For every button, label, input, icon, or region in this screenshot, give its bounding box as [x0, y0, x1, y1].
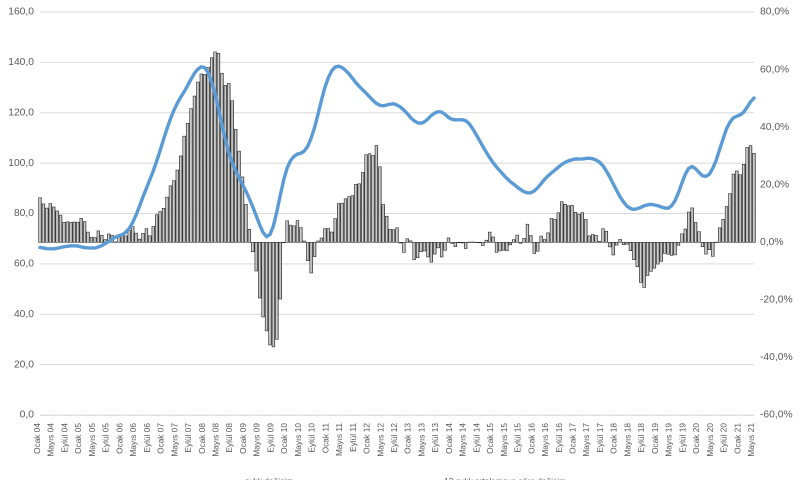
svg-text:Ocak 18: Ocak 18: [609, 423, 619, 454]
svg-text:Mayıs 10: Mayıs 10: [293, 423, 303, 457]
svg-text:Eylül 13: Eylül 13: [430, 423, 440, 453]
svg-text:Ocak 14: Ocak 14: [444, 423, 454, 454]
svg-text:Mayıs 19: Mayıs 19: [664, 423, 674, 457]
svg-text:80,0%: 80,0%: [760, 7, 789, 18]
svg-text:-40,0%: -40,0%: [760, 352, 793, 363]
svg-text:Ocak 04: Ocak 04: [32, 423, 42, 454]
svg-text:Mayıs 16: Mayıs 16: [540, 423, 550, 457]
svg-text:60,0%: 60,0%: [760, 64, 789, 75]
svg-text:Mayıs 11: Mayıs 11: [334, 423, 344, 456]
svg-text:Mayıs 21: Mayıs 21: [746, 423, 756, 457]
svg-text:Mayıs 05: Mayıs 05: [87, 423, 97, 457]
svg-text:-60,0%: -60,0%: [760, 410, 793, 421]
svg-text:Ocak 05: Ocak 05: [73, 423, 83, 454]
svg-text:Ocak 10: Ocak 10: [279, 423, 289, 454]
svg-text:Mayıs 20: Mayıs 20: [705, 423, 715, 457]
svg-text:Eylül 08: Eylül 08: [224, 423, 234, 453]
svg-text:Eylül 12: Eylül 12: [389, 423, 399, 453]
svg-text:Mayıs 18: Mayıs 18: [622, 423, 632, 457]
svg-text:60,0: 60,0: [14, 259, 34, 270]
svg-text:Eylül 11: Eylül 11: [348, 423, 358, 452]
svg-text:Ocak 08: Ocak 08: [197, 423, 207, 454]
svg-text:Ocak 15: Ocak 15: [485, 423, 495, 454]
svg-text:0,0: 0,0: [20, 410, 35, 421]
svg-text:Mayıs 14: Mayıs 14: [458, 423, 468, 457]
svg-text:100,0: 100,0: [8, 158, 34, 169]
svg-text:Mayıs 09: Mayıs 09: [252, 423, 262, 457]
svg-text:40,0%: 40,0%: [760, 122, 789, 133]
svg-text:Ocak 07: Ocak 07: [156, 423, 166, 454]
svg-text:Eylül 09: Eylül 09: [265, 423, 275, 453]
svg-text:Ocak 17: Ocak 17: [568, 423, 578, 454]
svg-text:Ocak 20: Ocak 20: [691, 423, 701, 454]
svg-text:40,0: 40,0: [14, 309, 34, 320]
svg-text:Ocak 11: Ocak 11: [320, 423, 330, 454]
svg-text:Eylül 17: Eylül 17: [595, 423, 605, 453]
svg-text:Mayıs 13: Mayıs 13: [416, 423, 426, 457]
svg-text:Eylül 10: Eylül 10: [307, 423, 317, 453]
svg-text:20,0%: 20,0%: [760, 179, 789, 190]
svg-text:Ocak 06: Ocak 06: [114, 423, 124, 454]
svg-text:Mayıs 04: Mayıs 04: [46, 423, 56, 457]
svg-text:0,0%: 0,0%: [760, 237, 783, 248]
svg-text:120,0: 120,0: [8, 107, 34, 118]
svg-text:Ocak 19: Ocak 19: [650, 423, 660, 454]
svg-text:Eylül 15: Eylül 15: [513, 423, 523, 453]
svg-text:140,0: 140,0: [8, 57, 34, 68]
svg-text:Eylül 16: Eylül 16: [554, 423, 564, 453]
svg-text:aylık değişim: aylık değişim: [245, 476, 293, 480]
svg-text:Mayıs 06: Mayıs 06: [128, 423, 138, 457]
svg-text:Eylül 04: Eylül 04: [59, 423, 69, 453]
svg-text:Mayıs 07: Mayıs 07: [169, 423, 179, 457]
svg-text:20,0: 20,0: [14, 359, 34, 370]
svg-text:Ocak 21: Ocak 21: [732, 423, 742, 454]
svg-text:Ocak 16: Ocak 16: [526, 423, 536, 454]
svg-text:-20,0%: -20,0%: [760, 295, 793, 306]
svg-text:Mayıs 08: Mayıs 08: [211, 423, 221, 457]
svg-text:Mayıs 15: Mayıs 15: [499, 423, 509, 457]
svg-text:Ocak 12: Ocak 12: [362, 423, 372, 454]
svg-text:Eylül 19: Eylül 19: [677, 423, 687, 453]
svg-text:Eylül 05: Eylül 05: [101, 423, 111, 453]
svg-text:Eylül 20: Eylül 20: [719, 423, 729, 453]
svg-text:Ocak 09: Ocak 09: [238, 423, 248, 454]
svg-text:Eylül 07: Eylül 07: [183, 423, 193, 453]
svg-text:Mayıs 17: Mayıs 17: [581, 423, 591, 457]
svg-text:Eylül 14: Eylül 14: [471, 423, 481, 453]
svg-text:Mayıs 12: Mayıs 12: [375, 423, 385, 457]
svg-text:Eylül 06: Eylül 06: [142, 423, 152, 453]
svg-text:Eylül 18: Eylül 18: [636, 423, 646, 453]
svg-text:80,0: 80,0: [14, 208, 34, 219]
svg-text:160,0: 160,0: [8, 7, 34, 18]
svg-text:12 aylık ortalamaya göre değiş: 12 aylık ortalamaya göre değişim: [444, 476, 566, 480]
svg-text:Ocak 13: Ocak 13: [403, 423, 413, 454]
